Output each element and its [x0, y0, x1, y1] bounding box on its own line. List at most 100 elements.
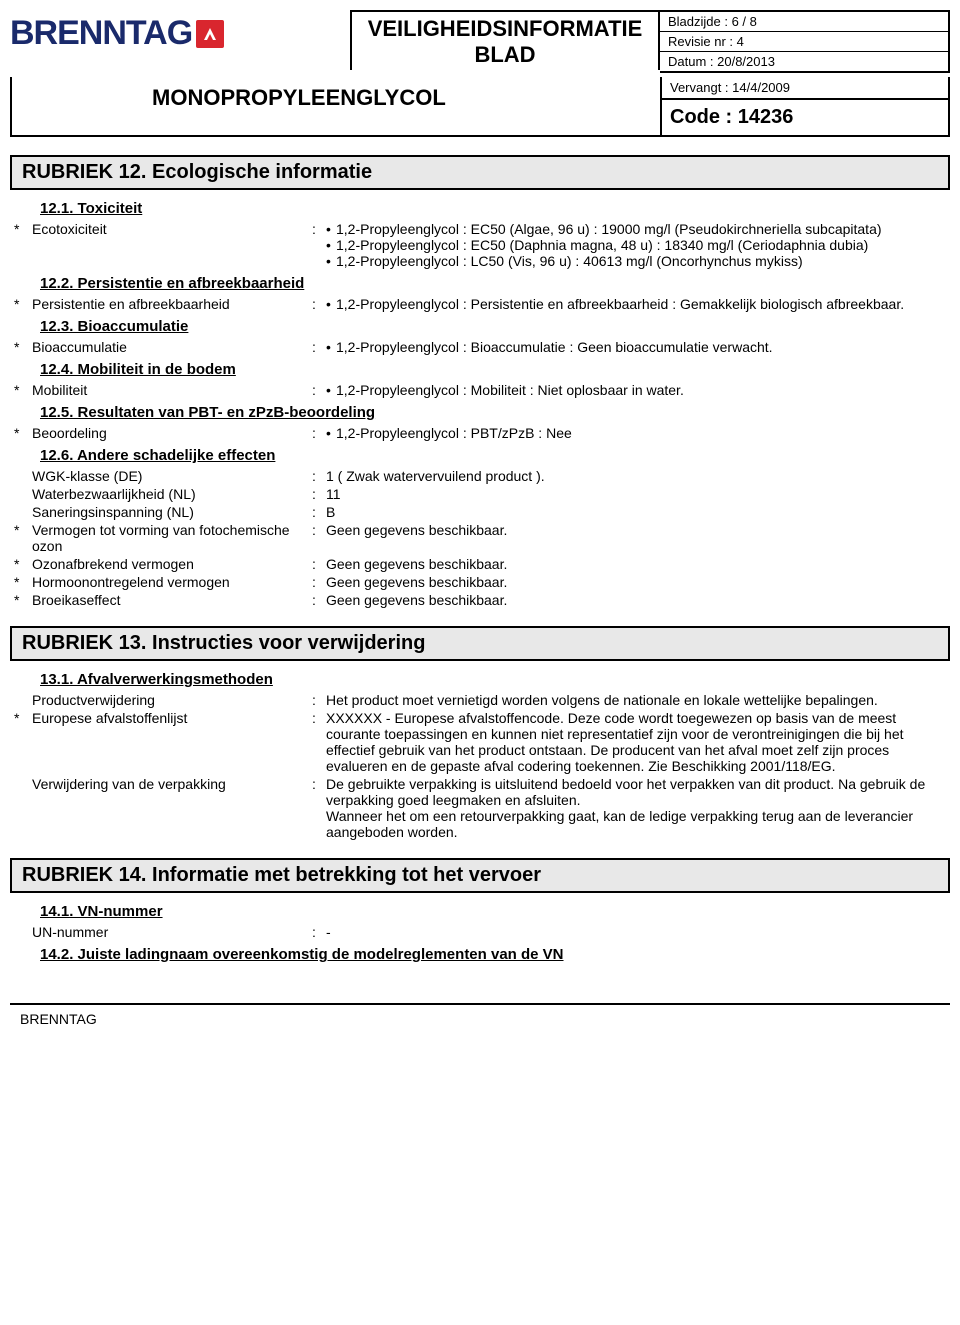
- section-14-2-header: 14.2. Juiste ladingnaam overeenkomstig d…: [40, 946, 942, 963]
- un-nummer-label: UN-nummer: [32, 924, 312, 940]
- star-marker: *: [14, 296, 32, 312]
- beoordeling-label: Beoordeling: [32, 425, 312, 441]
- colon: :: [312, 692, 326, 708]
- document-title-line1: VEILIGHEIDSINFORMATIE: [358, 16, 652, 42]
- star-marker: *: [14, 710, 32, 726]
- replaces-date: Vervangt : 14/4/2009: [662, 77, 948, 100]
- persistentie-row: * Persistentie en afbreekbaarheid : •1,2…: [40, 296, 942, 312]
- sanering-row: Saneringsinspanning (NL) : B: [40, 504, 942, 520]
- europese-afvalstoffen-row: * Europese afvalstoffenlijst : XXXXXX - …: [40, 710, 942, 774]
- broeikas-row: * Broeikaseffect : Geen gegevens beschik…: [40, 592, 942, 608]
- section-12-6-header: 12.6. Andere schadelijke effecten: [40, 447, 942, 464]
- ecotox-line-3: 1,2-Propyleenglycol : LC50 (Vis, 96 u) :…: [336, 253, 936, 269]
- colon: :: [312, 522, 326, 538]
- beoordeling-row: * Beoordeling : •1,2-Propyleenglycol : P…: [40, 425, 942, 441]
- bioaccumulatie-text: 1,2-Propyleenglycol : Bioaccumulatie : G…: [336, 339, 936, 355]
- bullet-icon: •: [326, 382, 336, 398]
- star-marker: *: [14, 522, 32, 538]
- sanering-value: B: [326, 504, 942, 520]
- persistentie-text: 1,2-Propyleenglycol : Persistentie en af…: [336, 296, 936, 312]
- revision-number: Revisie nr : 4: [660, 32, 948, 52]
- colon: :: [312, 776, 326, 792]
- colon: :: [312, 221, 326, 237]
- rubriek-12-header: RUBRIEK 12. Ecologische informatie: [10, 155, 950, 190]
- star-marker: *: [14, 592, 32, 608]
- persistentie-value: •1,2-Propyleenglycol : Persistentie en a…: [326, 296, 942, 312]
- bioaccumulatie-value: •1,2-Propyleenglycol : Bioaccumulatie : …: [326, 339, 942, 355]
- bioaccumulatie-label: Bioaccumulatie: [32, 339, 312, 355]
- rubriek-13-body: 13.1. Afvalverwerkingsmethoden Productve…: [10, 671, 950, 840]
- rubriek-14-body: 14.1. VN-nummer UN-nummer : - 14.2. Juis…: [10, 903, 950, 963]
- rubriek-13-header: RUBRIEK 13. Instructies voor verwijderin…: [10, 626, 950, 661]
- persistentie-label: Persistentie en afbreekbaarheid: [32, 296, 312, 312]
- section-12-4-header: 12.4. Mobiliteit in de bodem: [40, 361, 942, 378]
- fotochem-label: Vermogen tot vorming van fotochemische o…: [32, 522, 312, 554]
- un-nummer-value: -: [326, 924, 942, 940]
- product-code: Code : 14236: [662, 100, 948, 135]
- broeikas-label: Broeikaseffect: [32, 592, 312, 608]
- logo-cell: BRENNTAG: [10, 10, 350, 53]
- productverwijdering-row: Productverwijdering : Het product moet v…: [40, 692, 942, 708]
- bullet-icon: •: [326, 339, 336, 355]
- rubriek-12-body: 12.1. Toxiciteit * Ecotoxiciteit : •1,2-…: [10, 200, 950, 608]
- colon: :: [312, 486, 326, 502]
- star-marker: *: [14, 556, 32, 572]
- colon: :: [312, 924, 326, 940]
- mobiliteit-label: Mobiliteit: [32, 382, 312, 398]
- star-marker: *: [14, 339, 32, 355]
- brand-logo: BRENNTAG: [10, 14, 350, 53]
- footer-brand: BRENNTAG: [10, 1003, 950, 1033]
- ozon-row: * Ozonafbrekend vermogen : Geen gegevens…: [40, 556, 942, 572]
- fotochem-row: * Vermogen tot vorming van fotochemische…: [40, 522, 942, 554]
- colon: :: [312, 574, 326, 590]
- broeikas-value: Geen gegevens beschikbaar.: [326, 592, 942, 608]
- wgk-row: WGK-klasse (DE) : 1 ( Zwak watervervuile…: [40, 468, 942, 484]
- bullet-icon: •: [326, 296, 336, 312]
- bullet-icon: •: [326, 425, 336, 441]
- ecotoxiciteit-row: * Ecotoxiciteit : •1,2-Propyleenglycol :…: [40, 221, 942, 269]
- document-title-cell: VEILIGHEIDSINFORMATIE BLAD: [350, 10, 660, 70]
- product-name: MONOPROPYLEENGLYCOL: [12, 77, 662, 135]
- hormoon-row: * Hormoonontregelend vermogen : Geen geg…: [40, 574, 942, 590]
- bioaccumulatie-row: * Bioaccumulatie : •1,2-Propyleenglycol …: [40, 339, 942, 355]
- colon: :: [312, 382, 326, 398]
- ecotoxiciteit-value: •1,2-Propyleenglycol : EC50 (Algae, 96 u…: [326, 221, 942, 269]
- mobiliteit-row: * Mobiliteit : •1,2-Propyleenglycol : Mo…: [40, 382, 942, 398]
- section-12-2-header: 12.2. Persistentie en afbreekbaarheid: [40, 275, 942, 292]
- colon: :: [312, 339, 326, 355]
- productverwijdering-label: Productverwijdering: [32, 692, 312, 708]
- colon: :: [312, 296, 326, 312]
- section-13-1-header: 13.1. Afvalverwerkingsmethoden: [40, 671, 942, 688]
- bullet-icon: •: [326, 237, 336, 253]
- page-indicator: Bladzijde : 6 / 8: [660, 12, 948, 32]
- section-12-5-header: 12.5. Resultaten van PBT- en zPzB-beoord…: [40, 404, 942, 421]
- colon: :: [312, 710, 326, 726]
- star-marker: *: [14, 221, 32, 237]
- waterbez-value: 11: [326, 486, 942, 502]
- hormoon-label: Hormoonontregelend vermogen: [32, 574, 312, 590]
- document-date: Datum : 20/8/2013: [660, 52, 948, 71]
- document-header: BRENNTAG VEILIGHEIDSINFORMATIE BLAD Blad…: [10, 10, 950, 73]
- rubriek-14-header: RUBRIEK 14. Informatie met betrekking to…: [10, 858, 950, 893]
- un-nummer-row: UN-nummer : -: [40, 924, 942, 940]
- mobiliteit-text: 1,2-Propyleenglycol : Mobiliteit : Niet …: [336, 382, 936, 398]
- ozon-value: Geen gegevens beschikbaar.: [326, 556, 942, 572]
- section-14-1-header: 14.1. VN-nummer: [40, 903, 942, 920]
- verpakking-value: De gebruikte verpakking is uitsluitend b…: [326, 776, 942, 840]
- bullet-icon: •: [326, 253, 336, 269]
- document-meta-box: Bladzijde : 6 / 8 Revisie nr : 4 Datum :…: [660, 10, 950, 73]
- star-marker: *: [14, 425, 32, 441]
- bullet-icon: •: [326, 221, 336, 237]
- colon: :: [312, 556, 326, 572]
- verpakking-row: Verwijdering van de verpakking : De gebr…: [40, 776, 942, 840]
- section-12-3-header: 12.3. Bioaccumulatie: [40, 318, 942, 335]
- wgk-label: WGK-klasse (DE): [32, 468, 312, 484]
- hormoon-value: Geen gegevens beschikbaar.: [326, 574, 942, 590]
- beoordeling-text: 1,2-Propyleenglycol : PBT/zPzB : Nee: [336, 425, 936, 441]
- brand-logo-text: BRENNTAG: [10, 14, 192, 53]
- ecotox-line-1: 1,2-Propyleenglycol : EC50 (Algae, 96 u)…: [336, 221, 936, 237]
- section-12-1-header: 12.1. Toxiciteit: [40, 200, 942, 217]
- productverwijdering-value: Het product moet vernietigd worden volge…: [326, 692, 942, 708]
- mobiliteit-value: •1,2-Propyleenglycol : Mobiliteit : Niet…: [326, 382, 942, 398]
- beoordeling-value: •1,2-Propyleenglycol : PBT/zPzB : Nee: [326, 425, 942, 441]
